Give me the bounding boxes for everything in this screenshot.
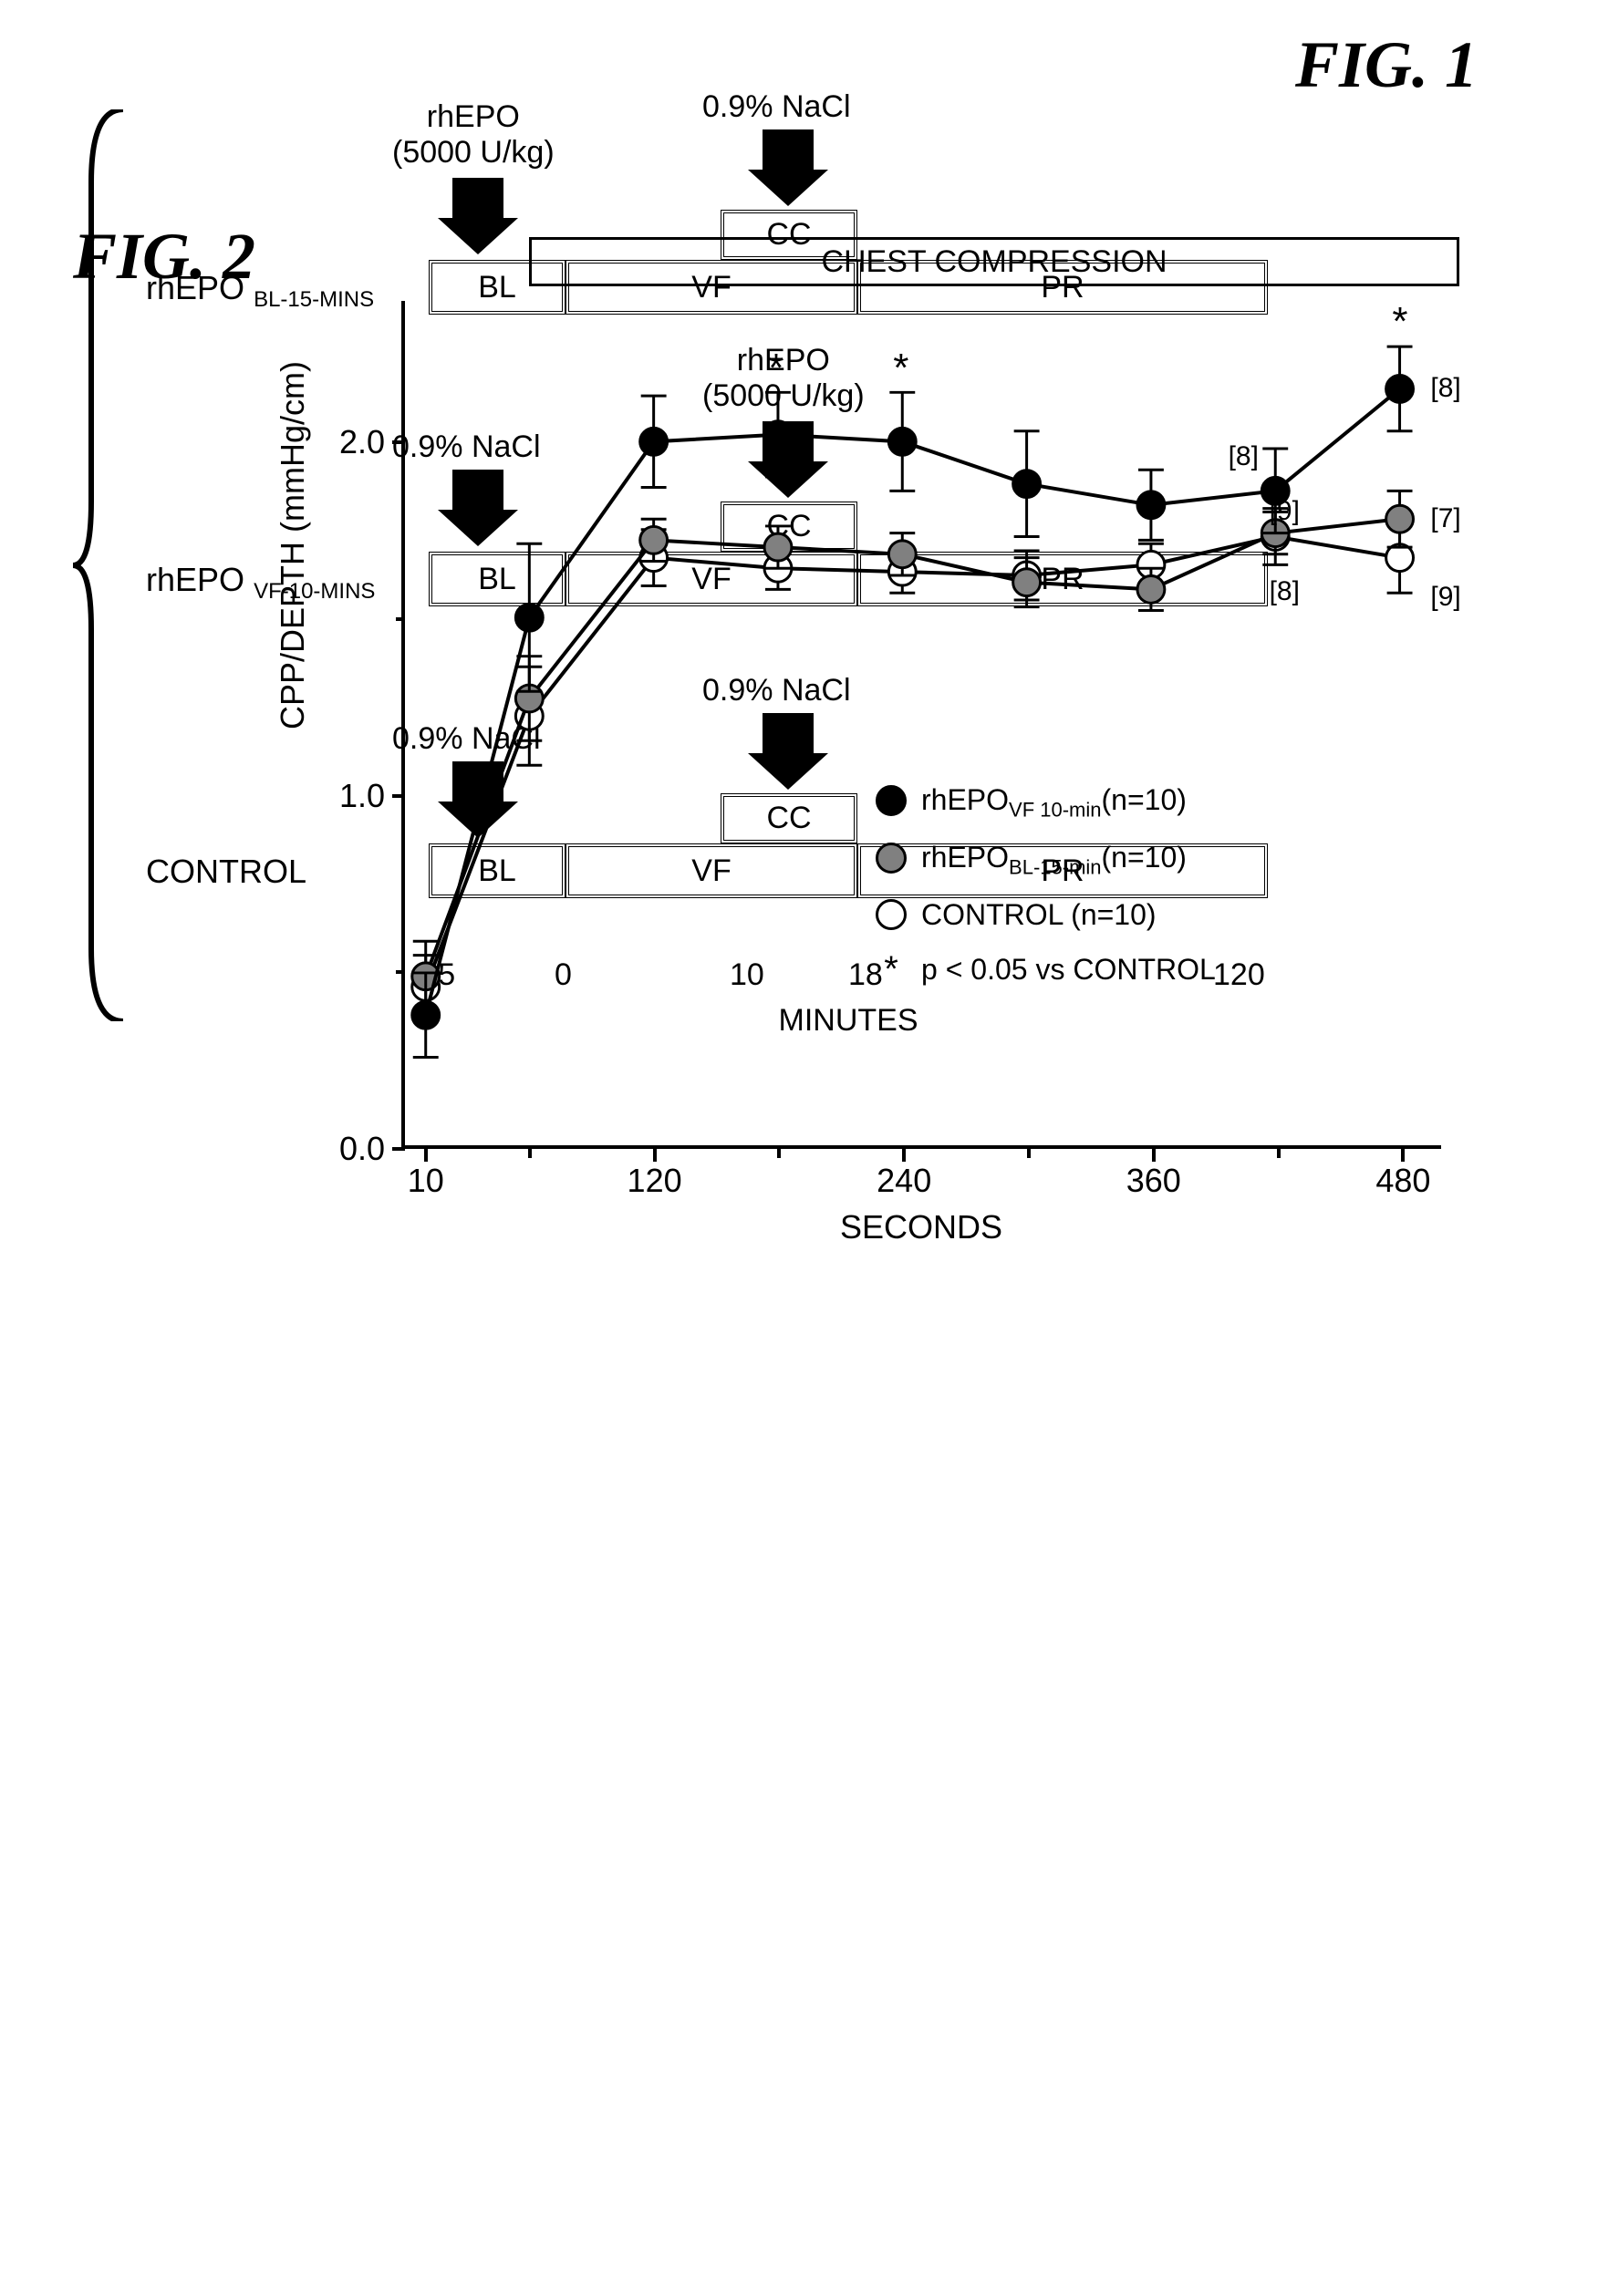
fig2-xlabel: SECONDS	[401, 1208, 1441, 1246]
legend-row: CONTROL (n=10)	[876, 890, 1216, 939]
xtick-label: 120	[628, 1162, 682, 1200]
legend: rhEPOVF 10-min(n=10) rhEPOBL-15-min(n=10)…	[876, 775, 1216, 999]
legend-label: CONTROL (n=10)	[921, 890, 1157, 939]
legend-label: rhEPOVF 10-min(n=10)	[921, 775, 1187, 827]
xtick-label: 360	[1126, 1162, 1181, 1200]
xtick-label: 10	[408, 1162, 444, 1200]
chest-compression-banner: CHEST COMPRESSION	[529, 237, 1459, 286]
legend-label: rhEPOBL-15-min(n=10)	[921, 833, 1187, 884]
chart-area: 0.01.02.010120240360480[8][9][9][7]***[8…	[401, 301, 1441, 1149]
n-annotation: [9]	[1270, 496, 1300, 527]
legend-row: rhEPOBL-15-min(n=10)	[876, 833, 1216, 884]
n-annotation: [8]	[1229, 441, 1259, 472]
legend-row: rhEPOVF 10-min(n=10)	[876, 775, 1216, 827]
fig2-title: FIG. 2	[73, 219, 255, 295]
fig1-title: FIG. 1	[1295, 27, 1478, 103]
legend-marker-icon	[876, 843, 907, 874]
star-icon: *	[876, 954, 907, 985]
n-annotation: [9]	[1430, 582, 1460, 613]
ytick-label: 0.0	[339, 1130, 385, 1168]
figure-2: FIG. 2 CHEST COMPRESSION CPP/DEPTH (mmHg…	[55, 219, 1560, 1277]
n-annotation: [7]	[1430, 503, 1460, 534]
xtick-label: 240	[877, 1162, 931, 1200]
n-annotation: [8]	[1270, 576, 1300, 607]
significance-star: *	[893, 346, 908, 391]
chart-svg	[405, 301, 1441, 1145]
significance-star: *	[1392, 299, 1407, 345]
legend-marker-icon	[876, 899, 907, 930]
legend-marker-icon	[876, 785, 907, 816]
arrow-label: rhEPO(5000 U/kg)	[392, 99, 555, 171]
legend-row: * p < 0.05 vs CONTROL	[876, 945, 1216, 994]
arrow-label: 0.9% NaCl	[702, 89, 851, 125]
ytick-label: 1.0	[339, 777, 385, 815]
significance-star: *	[768, 346, 783, 391]
n-annotation: [8]	[1430, 373, 1460, 404]
fig2-ylabel: CPP/DEPTH (mmHg/cm)	[274, 361, 312, 729]
legend-label: p < 0.05 vs CONTROL	[921, 945, 1216, 994]
xtick-label: 480	[1375, 1162, 1430, 1200]
ytick-label: 2.0	[339, 423, 385, 461]
